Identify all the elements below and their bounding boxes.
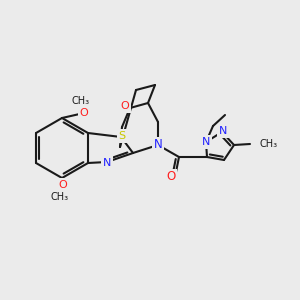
Text: O: O bbox=[121, 101, 129, 111]
Text: O: O bbox=[167, 170, 176, 184]
Text: N: N bbox=[103, 158, 111, 168]
Text: S: S bbox=[118, 131, 126, 141]
Text: O: O bbox=[80, 108, 88, 118]
Text: CH₃: CH₃ bbox=[260, 139, 278, 149]
Text: CH₃: CH₃ bbox=[51, 192, 69, 202]
Text: O: O bbox=[58, 180, 68, 190]
Text: N: N bbox=[219, 126, 227, 136]
Text: N: N bbox=[154, 139, 162, 152]
Text: N: N bbox=[202, 137, 210, 147]
Text: CH₃: CH₃ bbox=[72, 96, 90, 106]
